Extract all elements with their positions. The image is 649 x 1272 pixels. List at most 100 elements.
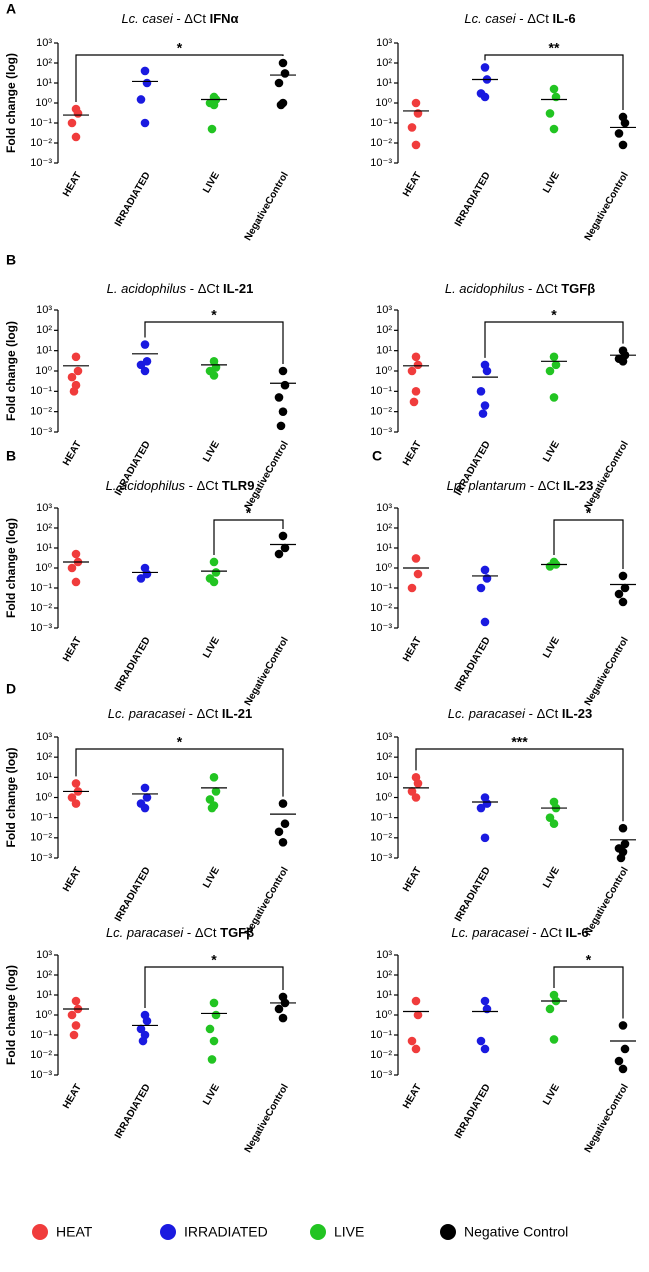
data-point [67,793,77,802]
y-tick-label: 10⁻² [30,1049,52,1061]
y-tick-label: 10³ [376,502,392,514]
data-point [549,1035,559,1044]
data-point [409,397,419,407]
data-point [142,1016,152,1026]
data-point [407,583,417,593]
significance-bracket [415,748,624,822]
chart-title: Lc. paracasei - ΔCt TGFβ [106,925,254,940]
significance-bracket [75,54,284,103]
title-part: - ΔCt [186,281,223,296]
data-point [71,799,81,808]
data-point [211,787,221,796]
data-point [618,140,628,150]
y-tick-label: 10⁻¹ [30,1029,52,1041]
y-tick-label: 10¹ [36,345,52,357]
x-tick-label: HEAT [401,635,424,663]
data-point [71,779,81,788]
x-tick-label: HEAT [61,865,84,893]
y-tick-label: 10³ [36,37,52,49]
data-point [136,360,146,370]
data-point [549,124,559,134]
x-tick-label: HEAT [401,439,424,467]
x-tick-label: IRRADIATED [113,865,153,923]
data-point [618,823,628,833]
y-tick-label: 10⁻² [370,602,392,614]
data-point [411,793,421,802]
data-point [211,568,221,577]
y-tick-label: 10⁰ [375,791,392,803]
data-point [411,554,421,563]
y-tick-label: 10⁻³ [370,852,392,864]
title-part: TGFβ [561,281,595,296]
y-tick-label: 10² [36,751,52,763]
y-tick-label: 10¹ [36,542,52,554]
chart-title: L. acidophilus - ΔCt TLR9 [106,478,255,493]
data-point [551,360,561,370]
data-point [278,531,288,541]
title-part: - ΔCt [185,706,222,721]
y-tick-label: 10⁻³ [370,1069,392,1081]
legend-swatch [440,1224,456,1240]
y-tick-label: 10⁻³ [370,622,392,634]
data-point [274,393,284,402]
data-point [280,819,290,829]
y-tick-label: 10³ [36,731,52,743]
data-point [207,124,217,134]
x-tick-label: LIVE [201,1082,222,1107]
significance-label: * [177,734,183,750]
y-tick-label: 10⁰ [35,365,52,377]
data-point [211,1010,221,1020]
y-tick-label: 10¹ [376,77,392,89]
significance-bracket [75,748,284,797]
title-part: IL-21 [223,281,253,296]
y-tick-label: 10⁰ [375,1009,392,1021]
y-axis-label: Fold change (log) [4,748,18,848]
title-part: - ΔCt [529,925,566,940]
y-axis-label: Fold change (log) [4,53,18,153]
y-tick-label: 10³ [376,37,392,49]
y-tick-label: 10³ [36,304,52,316]
data-point [274,549,284,559]
y-tick-label: 10¹ [376,771,392,783]
y-tick-label: 10³ [36,949,52,961]
y-tick-label: 10⁰ [375,97,392,109]
data-point [476,803,486,813]
legend-label: Negative Control [464,1224,568,1240]
title-part: TLR9 [222,478,255,493]
y-tick-label: 10⁻² [30,832,52,844]
data-point [207,803,217,813]
significance-bracket [553,966,624,1019]
data-point [476,583,486,593]
title-part: IL-23 [562,706,592,721]
panel-letter: B [6,252,16,268]
x-tick-label: NegativeControl [243,635,291,708]
data-point [71,1021,81,1030]
x-tick-label: HEAT [61,170,84,198]
data-point [407,123,417,132]
data-point [620,839,630,849]
panel-letter: D [6,681,16,697]
significance-label: *** [511,734,528,750]
data-point [614,129,624,138]
data-point [480,617,490,627]
y-tick-label: 10⁻³ [30,852,52,864]
data-point [482,366,492,376]
y-tick-label: 10⁻³ [30,426,52,438]
data-point [407,787,417,796]
x-tick-label: NegativeControl [583,170,631,243]
x-tick-label: NegativeControl [583,1082,631,1155]
x-tick-label: HEAT [401,1082,424,1110]
panel-letter: B [6,448,16,464]
y-tick-label: 10² [376,969,392,981]
chart-title: L. acidophilus - ΔCt IL-21 [107,281,254,296]
title-part: L. acidophilus [107,281,187,296]
y-tick-label: 10⁻² [370,406,392,418]
x-tick-label: IRRADIATED [113,170,153,228]
chart-title: L. acidophilus - ΔCt TGFβ [445,281,595,296]
chart-title: Lc. paracasei - ΔCt IL-23 [448,706,593,721]
y-tick-label: 10⁰ [35,562,52,574]
data-point [411,387,421,396]
title-part: IL-23 [563,478,593,493]
chart-title: Lp. plantarum - ΔCt IL-23 [447,478,594,493]
data-point [620,118,630,128]
